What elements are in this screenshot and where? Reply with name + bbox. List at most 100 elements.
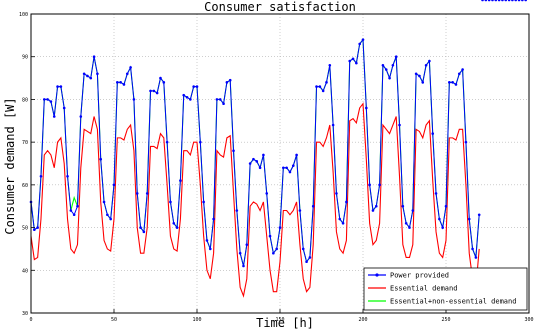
- data-point: [368, 183, 371, 187]
- y-tick-label: 50: [22, 226, 28, 232]
- data-point: [434, 192, 438, 195]
- data-point: [258, 166, 262, 170]
- data-point: [225, 81, 229, 84]
- y-axis-label: Consumer demand [W]: [3, 97, 17, 234]
- data-point: [484, 0, 488, 2]
- data-point: [56, 85, 59, 88]
- series-layer: [29, 0, 527, 298]
- data-point: [272, 251, 275, 255]
- data-point: [308, 256, 312, 259]
- data-point: [172, 222, 176, 225]
- x-tick-label: 250: [441, 317, 450, 323]
- y-tick-label: 90: [22, 55, 28, 61]
- data-point: [401, 204, 405, 208]
- legend-label-0: Power provided: [390, 272, 449, 280]
- data-point: [72, 213, 76, 217]
- data-point: [132, 98, 136, 101]
- data-point: [222, 102, 225, 105]
- data-point: [348, 59, 352, 63]
- legend: Power provided Essential demand Essential+…: [363, 267, 528, 311]
- y-tick-label: 80: [22, 97, 28, 103]
- data-point: [42, 98, 46, 101]
- data-point: [424, 63, 428, 67]
- data-point: [414, 72, 418, 76]
- data-point: [461, 68, 464, 71]
- data-point: [179, 179, 182, 182]
- data-point: [501, 0, 504, 2]
- data-point: [46, 98, 49, 101]
- legend-box: [363, 267, 528, 311]
- data-point: [129, 66, 132, 69]
- data-point: [159, 76, 162, 80]
- data-point: [69, 209, 73, 212]
- data-point: [99, 157, 103, 161]
- data-point: [89, 76, 93, 80]
- data-point: [202, 200, 205, 204]
- data-point: [288, 170, 292, 174]
- data-point: [238, 251, 242, 255]
- data-point: [112, 183, 116, 187]
- data-point: [282, 166, 285, 170]
- data-point: [92, 55, 96, 59]
- data-point: [355, 61, 358, 65]
- data-point: [371, 209, 375, 212]
- data-point: [76, 204, 79, 208]
- x-tick-label: 50: [111, 317, 117, 323]
- data-point: [467, 217, 471, 221]
- data-point: [361, 38, 365, 41]
- data-point: [325, 81, 328, 84]
- data-point: [235, 209, 239, 212]
- x-tick-label: 0: [29, 317, 32, 323]
- data-point: [514, 0, 518, 2]
- data-point: [79, 115, 83, 118]
- data-point: [139, 226, 142, 229]
- data-point: [471, 247, 474, 251]
- data-point: [228, 78, 232, 82]
- data-point: [404, 222, 408, 225]
- data-point: [381, 63, 385, 67]
- data-point: [388, 76, 391, 80]
- data-point: [295, 153, 298, 157]
- data-point: [125, 72, 129, 76]
- data-point: [86, 74, 89, 78]
- x-axis-label: Time [h]: [256, 316, 314, 330]
- data-point: [394, 55, 398, 59]
- data-point: [59, 85, 63, 88]
- y-tick-label: 70: [22, 140, 28, 146]
- data-point: [242, 264, 245, 268]
- x-tick-label: 300: [524, 317, 533, 323]
- data-point: [474, 256, 478, 259]
- data-point: [438, 217, 441, 221]
- data-point: [298, 209, 302, 212]
- data-point: [169, 200, 172, 204]
- data-point: [33, 228, 36, 232]
- x-tick-label: 100: [192, 317, 201, 323]
- data-point: [451, 81, 454, 84]
- data-point: [321, 89, 325, 93]
- data-point: [328, 63, 332, 67]
- data-point: [212, 217, 215, 221]
- data-point: [66, 175, 69, 178]
- data-point: [454, 83, 458, 86]
- data-point: [278, 226, 282, 229]
- data-point: [335, 192, 338, 195]
- data-point: [145, 192, 149, 195]
- data-point: [268, 234, 272, 238]
- data-point: [109, 217, 112, 221]
- legend-marker: [375, 273, 379, 277]
- data-point: [162, 81, 166, 84]
- data-point: [218, 98, 222, 101]
- data-point: [311, 204, 315, 208]
- data-point: [487, 0, 491, 2]
- data-point: [199, 140, 202, 144]
- data-point: [262, 153, 265, 157]
- data-point: [497, 0, 501, 2]
- x-tick-label: 200: [358, 317, 367, 323]
- data-point: [142, 230, 146, 234]
- data-point: [398, 123, 401, 127]
- data-point: [208, 247, 212, 251]
- data-point: [411, 209, 415, 212]
- data-point: [205, 239, 209, 242]
- data-point: [119, 81, 122, 84]
- data-point: [384, 68, 388, 71]
